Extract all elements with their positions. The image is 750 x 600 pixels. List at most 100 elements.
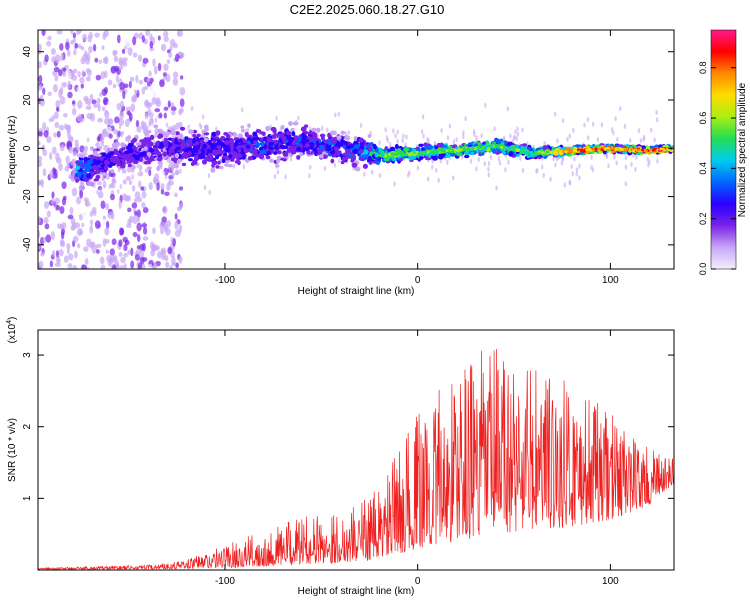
heatmap-noise-cell <box>162 72 168 78</box>
heatmap-core-cell <box>546 150 550 154</box>
heatmap-streak-cell <box>154 117 158 123</box>
heatmap-ridge-cell <box>203 137 209 143</box>
heatmap-streak-cell <box>153 133 157 139</box>
heatmap-noise-cell <box>59 43 64 51</box>
heatmap-noise-cell <box>119 111 124 120</box>
heatmap-streak-cell <box>144 131 147 137</box>
y-tick-label: 0 <box>22 145 33 151</box>
x-tick-label: 0 <box>415 576 421 587</box>
heatmap-ridge-cell <box>432 156 438 161</box>
heatmap-noise-cell <box>131 202 138 209</box>
heatmap-ridge-cell <box>101 172 107 176</box>
heatmap-ridge-cell <box>162 132 169 139</box>
heatmap-core-cell <box>541 151 546 155</box>
heatmap-noise-cell <box>124 118 130 128</box>
heatmap-ridge-cell <box>93 150 98 157</box>
heatmap-ridge-cell <box>322 154 328 159</box>
heatmap-streak-cell <box>613 154 616 160</box>
heatmap-streak-cell <box>590 155 593 161</box>
heatmap-noise-cell <box>98 59 102 64</box>
heatmap-streak-cell <box>394 133 397 139</box>
heatmap-ridge-cell <box>216 140 222 145</box>
spectrogram-ylabel: Frequency (Hz) <box>7 116 18 185</box>
heatmap-noise-cell <box>138 250 145 258</box>
snr-panel: -100 0 100 1 2 3 Height of straight line (km)… <box>6 317 675 597</box>
heatmap-ridge-cell <box>354 166 361 172</box>
heatmap-streak-cell <box>108 183 111 189</box>
heatmap-noise-cell <box>102 215 107 220</box>
colorbar-tick-label: 0.2 <box>698 212 708 225</box>
heatmap-streak-cell <box>629 138 632 144</box>
heatmap-streak-cell <box>146 125 149 131</box>
heatmap-noise-cell <box>81 222 85 228</box>
heatmap-ridge-cell <box>111 158 117 164</box>
heatmap-ridge-cell <box>126 135 132 140</box>
heatmap-core-cell <box>476 147 480 150</box>
heatmap-streak-cell <box>117 189 120 195</box>
heatmap-streak-cell <box>321 125 324 131</box>
heatmap-noise-cell <box>67 91 73 99</box>
heatmap-ridge-cell <box>164 141 169 147</box>
heatmap-core-cell <box>497 145 501 149</box>
heatmap-streak-cell <box>208 189 211 195</box>
heatmap-ridge-cell <box>98 146 103 150</box>
heatmap-streak-cell <box>600 122 604 128</box>
heatmap-ridge-cell <box>389 146 396 152</box>
snr-xlabel: Height of straight line (km) <box>298 586 415 597</box>
heatmap-ridge-cell <box>223 131 228 136</box>
heatmap-core-cell <box>508 146 513 150</box>
heatmap-noise-cell <box>163 30 169 38</box>
heatmap-noise-cell <box>130 103 136 113</box>
heatmap-ridge-cell <box>203 132 210 136</box>
heatmap-streak-cell <box>489 154 493 160</box>
heatmap-noise-cell <box>135 119 140 128</box>
heatmap-noise-cell <box>129 76 135 82</box>
heatmap-noise-cell <box>72 235 79 243</box>
heatmap-ridge-cell <box>261 131 266 137</box>
heatmap-noise-cell <box>179 75 184 80</box>
heatmap-streak-cell <box>469 158 473 164</box>
heatmap-ridge-cell <box>375 160 381 165</box>
heatmap-streak-cell <box>610 127 614 133</box>
heatmap-streak-cell <box>607 163 610 169</box>
heatmap-noise-cell <box>101 106 106 112</box>
colorbar-gradient <box>710 29 737 270</box>
heatmap-ridge-cell <box>423 142 429 147</box>
heatmap-ridge-cell <box>133 154 140 161</box>
heatmap-ridge-cell <box>188 129 194 135</box>
heatmap-noise-cell <box>136 234 141 243</box>
heatmap-noise-cell <box>54 54 61 64</box>
heatmap-ridge-cell <box>434 145 439 150</box>
heatmap-streak-cell <box>462 134 465 140</box>
heatmap-noise-cell <box>138 79 143 85</box>
heatmap-noise-cell <box>59 240 66 248</box>
heatmap-noise-cell <box>100 140 105 147</box>
heatmap-streak-cell <box>484 102 487 108</box>
heatmap-streak-cell <box>385 135 389 141</box>
heatmap-ridge-cell <box>79 153 85 158</box>
heatmap-noise-cell <box>59 206 65 215</box>
heatmap-noise-cell <box>124 239 130 246</box>
heatmap-noise-cell <box>54 121 60 129</box>
heatmap-noise-cell <box>149 33 153 41</box>
figure-title: C2E2.2025.060.18.27.G10 <box>290 2 445 17</box>
heatmap-noise-cell <box>55 157 62 164</box>
heatmap-streak-cell <box>440 128 443 134</box>
heatmap-noise-cell <box>55 204 61 211</box>
heatmap-noise-cell <box>172 42 178 49</box>
heatmap-noise-cell <box>87 35 92 43</box>
heatmap-ridge-cell <box>273 144 279 149</box>
heatmap-noise-cell <box>72 151 78 157</box>
heatmap-core-cell <box>534 151 538 155</box>
heatmap-ridge-cell <box>96 168 101 174</box>
heatmap-ridge-cell <box>242 154 246 160</box>
heatmap-noise-cell <box>48 152 53 160</box>
heatmap-noise-cell <box>136 209 141 218</box>
heatmap-ridge-cell <box>157 134 163 139</box>
heatmap-core-cell <box>482 145 486 149</box>
heatmap-noise-cell <box>132 231 138 238</box>
heatmap-noise-cell <box>163 224 169 233</box>
heatmap-ridge-cell <box>224 139 231 146</box>
heatmap-ridge-cell <box>521 143 528 147</box>
heatmap-streak-cell <box>563 182 566 188</box>
